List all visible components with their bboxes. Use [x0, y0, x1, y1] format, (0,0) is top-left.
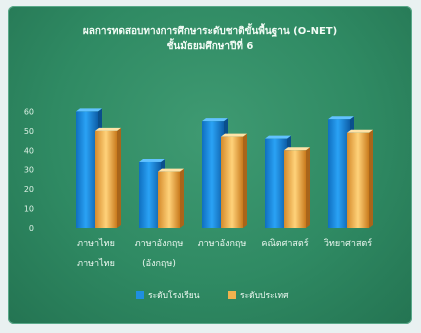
bar-side	[369, 129, 373, 228]
x-category-label: วิทยาศาสตร์	[324, 237, 372, 249]
y-tick-label: 0	[29, 224, 34, 233]
bar-school-4	[328, 119, 350, 228]
x-category-label: ภาษาไทย	[77, 258, 115, 269]
y-tick-label: 50	[24, 127, 34, 136]
bar-school-1	[139, 161, 161, 228]
bar-top	[158, 168, 184, 172]
x-category-label: ภาษาไทย	[77, 238, 115, 249]
legend-swatch	[136, 291, 144, 299]
bar-top	[76, 108, 102, 112]
bar-top	[347, 129, 373, 133]
bar-side	[180, 168, 184, 228]
bar-national-2	[221, 136, 243, 228]
bar-top	[95, 127, 121, 131]
legend-label: ระดับประเทศ	[240, 291, 289, 301]
bar-side	[243, 133, 247, 228]
bar-top	[328, 116, 354, 120]
bar-top	[265, 135, 291, 139]
bar-national-0	[95, 130, 117, 228]
y-tick-label: 30	[24, 166, 34, 175]
bar-national-3	[284, 150, 306, 228]
legend-label: ระดับโรงเรียน	[148, 290, 200, 301]
legend-swatch	[228, 291, 236, 299]
bar-school-3	[265, 138, 287, 228]
bar-national-1	[158, 171, 180, 228]
x-category-label: (อังกฤษ)	[142, 259, 176, 269]
x-category-label: คณิตศาสตร์	[261, 237, 308, 249]
bar-top	[284, 147, 310, 151]
y-tick-label: 40	[24, 146, 34, 155]
chart-title-line2: ชั้นมัธยมศึกษาปีที่ 6	[167, 38, 254, 52]
bar-side	[117, 127, 121, 228]
y-tick-label: 10	[24, 205, 34, 214]
bar-national-4	[347, 132, 369, 228]
chart-title-line1: ผลการทดสอบทางการศึกษาระดับชาติขั้นพื้นฐา…	[83, 23, 337, 37]
y-tick-label: 20	[24, 185, 34, 194]
bar-school-2	[202, 121, 224, 228]
bar-side	[306, 147, 310, 228]
x-category-label: ภาษาอังกฤษ	[135, 239, 184, 249]
y-tick-label: 60	[24, 107, 34, 116]
bar-top	[139, 158, 165, 162]
bar-top	[202, 118, 228, 122]
bar-school-0	[76, 111, 98, 228]
bar-top	[221, 133, 247, 137]
x-category-label: ภาษาอังกฤษ	[198, 239, 247, 249]
